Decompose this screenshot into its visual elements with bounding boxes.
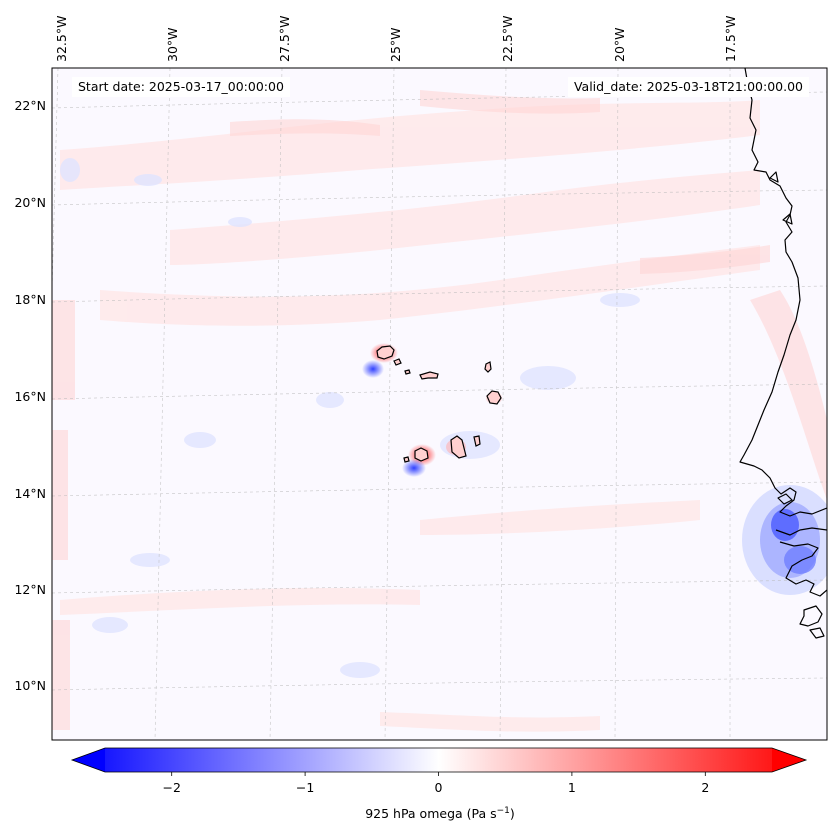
lon-label: 25°W <box>388 27 403 62</box>
latitude-labels: 22°N 20°N 18°N 16°N 14°N 12°N 10°N <box>14 98 46 693</box>
omega-field <box>52 90 827 732</box>
island-boa-vista <box>486 390 502 405</box>
lon-label: 20°W <box>612 27 627 62</box>
lat-label: 10°N <box>14 678 46 693</box>
gridlines <box>52 68 827 740</box>
map-frame <box>51 67 828 741</box>
colorbar-ticks: −2 −1 0 1 2 <box>162 772 709 795</box>
longitude-labels: 32.5°W 30°W 27.5°W 25°W 22.5°W 20°W 17.5… <box>54 16 738 62</box>
colorbar-label-prefix: 925 hPa omega (Pa s <box>365 806 497 822</box>
colorbar-tick-label: 0 <box>435 780 443 795</box>
lat-label: 18°N <box>14 292 46 307</box>
island-sao-vicente <box>393 358 402 366</box>
lon-label: 17.5°W <box>723 16 738 62</box>
valid-date-label: Valid_date: 2025-03-18T21:00:00.00 <box>567 77 809 97</box>
lat-label: 16°N <box>14 389 46 404</box>
lon-label: 30°W <box>165 27 180 62</box>
colorbar-extend-high <box>772 748 806 772</box>
island-santa-luzia <box>404 369 411 375</box>
island-maio <box>473 435 481 447</box>
colorbar-extend-low <box>72 748 105 772</box>
lat-label: 14°N <box>14 486 46 501</box>
colorbar-tick-label: −2 <box>162 780 180 795</box>
colorbar-tick-label: −1 <box>296 780 314 795</box>
africa-coastline <box>739 68 827 517</box>
lat-label: 12°N <box>14 582 46 597</box>
lon-label: 27.5°W <box>277 16 292 62</box>
coastlines <box>739 68 827 639</box>
island-santiago <box>450 435 467 459</box>
colorbar-tick-label: 1 <box>568 780 576 795</box>
lon-label: 32.5°W <box>54 16 69 62</box>
start-date-label: Start date: 2025-03-17_00:00:00 <box>72 77 290 97</box>
lat-label: 22°N <box>14 98 46 113</box>
map-panel <box>52 68 827 740</box>
colorbar-label-exponent: −1 <box>496 806 510 816</box>
colorbar-tick-label: 2 <box>701 780 709 795</box>
colorbar-label: 925 hPa omega (Pa s−1) <box>0 806 837 821</box>
cabo-verde-islands <box>376 345 502 463</box>
island-fogo <box>414 447 429 462</box>
island-sao-nicolau <box>419 371 439 380</box>
lon-label: 22.5°W <box>500 16 515 62</box>
island-sal <box>484 361 492 373</box>
colorbar: −2 −1 0 1 2 <box>70 747 808 795</box>
colorbar-outline <box>70 747 808 773</box>
colorbar-label-suffix: ) <box>509 806 515 822</box>
island-brava <box>403 456 410 463</box>
lat-label: 20°N <box>14 195 46 210</box>
island-santo-antao <box>376 345 395 360</box>
colorbar-body <box>72 748 806 772</box>
